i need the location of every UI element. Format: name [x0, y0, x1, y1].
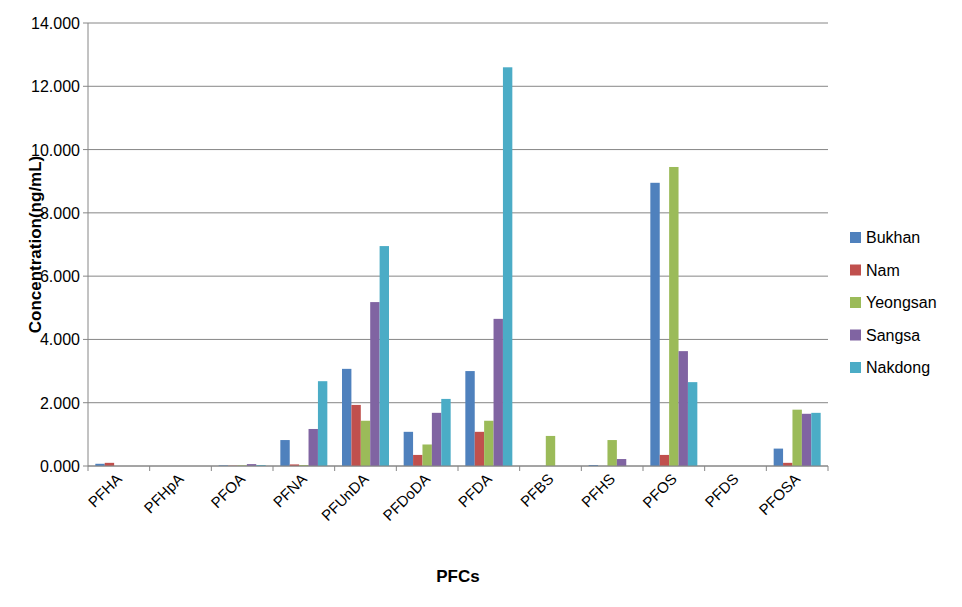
bars — [95, 67, 820, 466]
y-axis — [88, 23, 89, 466]
bar — [318, 381, 327, 466]
x-tick — [149, 466, 150, 471]
bar — [802, 414, 811, 466]
legend-swatch — [850, 362, 861, 373]
x-tick-label: PFDA — [455, 470, 495, 510]
bar — [669, 167, 678, 466]
legend-swatch — [850, 297, 861, 308]
bar — [607, 440, 616, 466]
y-tick-label: 0.000 — [40, 458, 80, 475]
bar — [432, 413, 441, 466]
x-tick-label: PFNA — [270, 470, 310, 510]
x-tick — [828, 466, 829, 471]
bar — [280, 440, 289, 466]
x-tick-label: PFOS — [639, 470, 680, 511]
y-tick-label: 14.000 — [31, 15, 80, 32]
tick-mark — [83, 212, 88, 213]
x-tick — [581, 466, 582, 471]
chart: 0.0002.0004.0006.0008.00010.00012.00014.… — [0, 0, 962, 607]
bar — [484, 421, 493, 466]
grid-line — [88, 212, 828, 213]
bar — [546, 436, 555, 466]
bar — [503, 67, 512, 466]
bar — [413, 455, 422, 466]
y-tick-label: 4.000 — [40, 331, 80, 348]
x-tick — [643, 466, 644, 471]
x-tick-label: PFOSA — [755, 470, 803, 518]
legend-swatch — [850, 265, 861, 276]
x-tick — [273, 466, 274, 471]
x-tick — [766, 466, 767, 471]
legend-label: Sangsa — [866, 327, 920, 344]
bar — [475, 432, 484, 466]
y-axis-title: Concentration(ng/mL) — [26, 156, 45, 334]
y-tick-label: 2.000 — [40, 395, 80, 412]
tick-mark — [83, 466, 88, 467]
x-tick-label: PFHS — [578, 470, 618, 510]
bar — [404, 432, 413, 466]
bar — [422, 444, 431, 466]
bar — [361, 421, 370, 466]
bar — [309, 429, 318, 466]
x-tick-label: PFBS — [517, 470, 557, 510]
bar — [370, 302, 379, 466]
bar — [660, 455, 669, 466]
x-tick-label: PFDoDA — [379, 470, 433, 524]
x-tick-label: PFHA — [85, 470, 125, 510]
x-tick-label: PFDS — [701, 470, 741, 510]
bar — [688, 382, 697, 466]
x-tick-label: PFUnDA — [318, 470, 372, 524]
bar — [679, 351, 688, 466]
x-tick — [458, 466, 459, 471]
bar — [441, 399, 450, 466]
x-tick — [88, 466, 89, 471]
bar — [774, 449, 783, 466]
x-tick — [334, 466, 335, 471]
x-tick — [396, 466, 397, 471]
tick-mark — [83, 276, 88, 277]
tick-mark — [83, 86, 88, 87]
tick-mark — [83, 402, 88, 403]
bar — [792, 410, 801, 466]
grid-line — [88, 276, 828, 277]
bar — [650, 183, 659, 466]
legend-label: Nam — [866, 262, 900, 279]
y-tick-label: 6.000 — [40, 268, 80, 285]
y-tick-label: 12.000 — [31, 78, 80, 95]
x-tick-label: PFOA — [207, 470, 248, 511]
x-tick-label: PFHpA — [140, 470, 186, 516]
bar — [617, 459, 626, 466]
legend-label: Bukhan — [866, 229, 920, 246]
legend-swatch — [850, 232, 861, 243]
legend-label: Yeongsan — [866, 294, 937, 311]
x-axis-title: PFCs — [436, 567, 479, 586]
x-tick — [519, 466, 520, 471]
bar — [351, 405, 360, 466]
bar — [494, 319, 503, 466]
grid-line — [88, 339, 828, 340]
x-tick — [211, 466, 212, 471]
grid-line — [88, 86, 828, 87]
bar — [342, 369, 351, 466]
grid-line — [88, 149, 828, 150]
x-tick — [704, 466, 705, 471]
grid-line — [88, 23, 828, 24]
grid-line — [88, 402, 828, 403]
bar — [465, 371, 474, 466]
tick-mark — [83, 149, 88, 150]
tick-mark — [83, 339, 88, 340]
y-tick-label: 8.000 — [40, 205, 80, 222]
bar — [380, 246, 389, 466]
legend-label: Nakdong — [866, 359, 930, 376]
bar — [811, 413, 820, 466]
tick-mark — [83, 23, 88, 24]
legend-swatch — [850, 330, 861, 341]
